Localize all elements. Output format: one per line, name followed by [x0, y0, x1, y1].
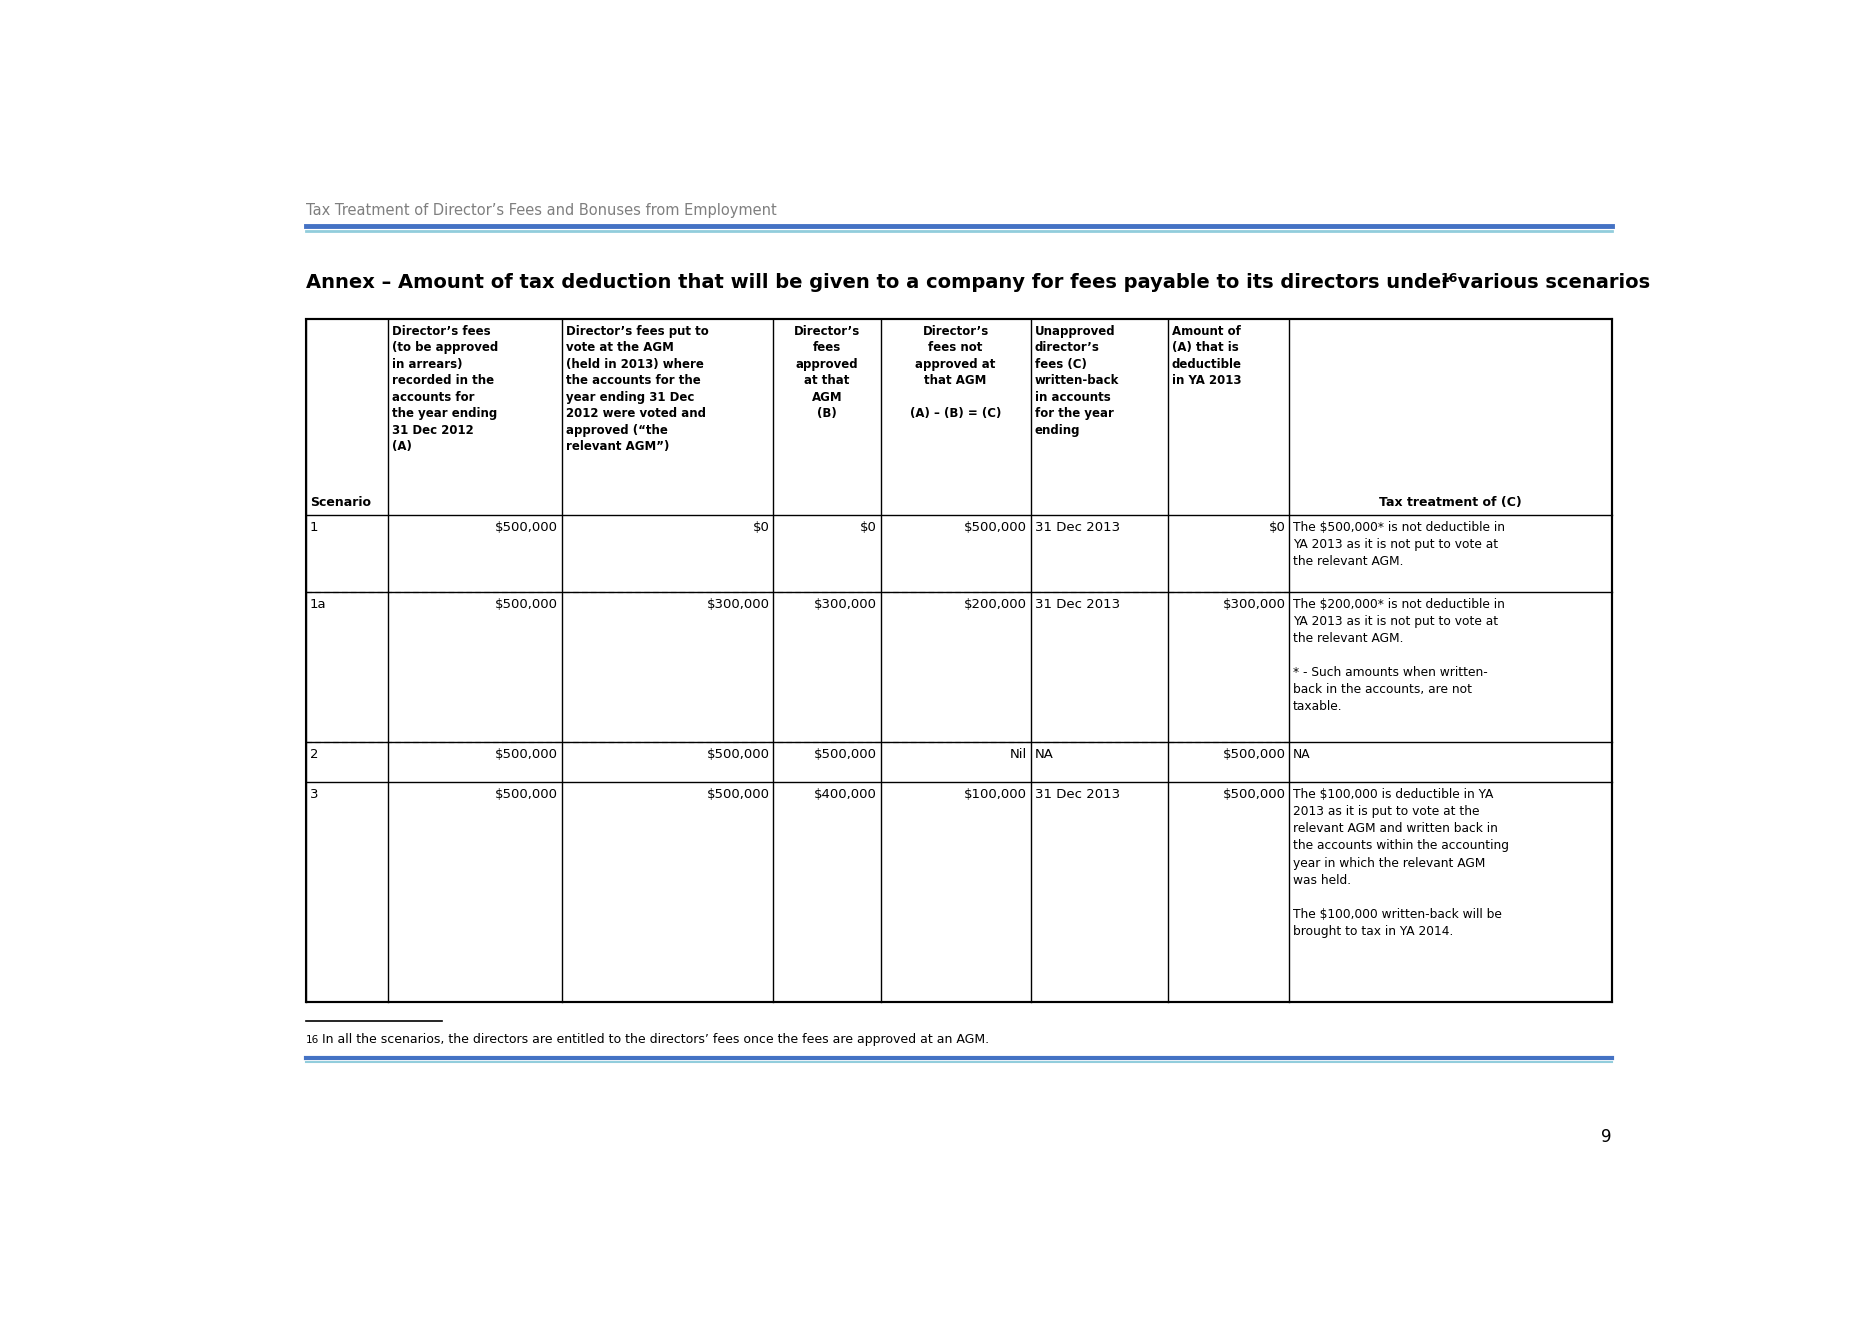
Text: $500,000: $500,000 — [814, 748, 877, 761]
Text: Annex – Amount of tax deduction that will be given to a company for fees payable: Annex – Amount of tax deduction that wil… — [307, 272, 1650, 292]
Text: The $200,000* is not deductible in
YA 2013 as it is not put to vote at
the relev: The $200,000* is not deductible in YA 20… — [1293, 599, 1504, 714]
Text: $500,000: $500,000 — [707, 748, 769, 761]
Text: $500,000: $500,000 — [1222, 748, 1285, 761]
Text: Tax Treatment of Director’s Fees and Bonuses from Employment: Tax Treatment of Director’s Fees and Bon… — [307, 204, 776, 218]
Text: Director’s
fees
approved
at that
AGM
(B): Director’s fees approved at that AGM (B) — [793, 325, 861, 420]
Text: $0: $0 — [752, 521, 769, 534]
Text: $500,000: $500,000 — [1222, 788, 1285, 801]
Text: 3: 3 — [311, 788, 318, 801]
Bar — [307, 319, 1611, 1002]
Text: The $100,000 is deductible in YA
2013 as it is put to vote at the
relevant AGM a: The $100,000 is deductible in YA 2013 as… — [1293, 788, 1510, 937]
Text: $400,000: $400,000 — [814, 788, 877, 801]
Text: $100,000: $100,000 — [964, 788, 1027, 801]
Text: The $500,000* is not deductible in
YA 2013 as it is not put to vote at
the relev: The $500,000* is not deductible in YA 20… — [1293, 521, 1504, 568]
Text: Amount of
(A) that is
deductible
in YA 2013: Amount of (A) that is deductible in YA 2… — [1171, 325, 1242, 387]
Text: 9: 9 — [1602, 1128, 1611, 1146]
Text: $500,000: $500,000 — [964, 521, 1027, 534]
Text: $300,000: $300,000 — [707, 599, 769, 611]
Text: Director’s
fees not
approved at
that AGM

(A) – (B) = (C): Director’s fees not approved at that AGM… — [909, 325, 1001, 420]
Text: 2: 2 — [311, 748, 318, 761]
Text: Tax treatment of (C): Tax treatment of (C) — [1379, 496, 1521, 509]
Text: $500,000: $500,000 — [496, 521, 558, 534]
Text: $500,000: $500,000 — [707, 788, 769, 801]
Text: In all the scenarios, the directors are entitled to the directors’ fees once the: In all the scenarios, the directors are … — [318, 1032, 990, 1046]
Text: 1: 1 — [311, 521, 318, 534]
Text: 1a: 1a — [311, 599, 326, 611]
Text: $500,000: $500,000 — [496, 748, 558, 761]
Text: Director’s fees put to
vote at the AGM
(held in 2013) where
the accounts for the: Director’s fees put to vote at the AGM (… — [565, 325, 709, 453]
Text: 16: 16 — [1441, 272, 1458, 284]
Text: 31 Dec 2013: 31 Dec 2013 — [1035, 521, 1119, 534]
Text: 16: 16 — [307, 1035, 320, 1044]
Text: Unapproved
director’s
fees (C)
written-back
in accounts
for the year
ending: Unapproved director’s fees (C) written-b… — [1035, 325, 1119, 438]
Text: $200,000: $200,000 — [964, 599, 1027, 611]
Text: $0: $0 — [861, 521, 877, 534]
Text: $500,000: $500,000 — [496, 788, 558, 801]
Text: Scenario: Scenario — [311, 496, 370, 509]
Text: $0: $0 — [1269, 521, 1285, 534]
Text: $300,000: $300,000 — [1222, 599, 1285, 611]
Text: Director’s fees
(to be approved
in arrears)
recorded in the
accounts for
the yea: Director’s fees (to be approved in arrea… — [393, 325, 498, 453]
Text: $300,000: $300,000 — [814, 599, 877, 611]
Text: NA: NA — [1293, 748, 1312, 761]
Text: Nil: Nil — [1010, 748, 1027, 761]
Text: 31 Dec 2013: 31 Dec 2013 — [1035, 599, 1119, 611]
Text: 31 Dec 2013: 31 Dec 2013 — [1035, 788, 1119, 801]
Text: NA: NA — [1035, 748, 1053, 761]
Text: $500,000: $500,000 — [496, 599, 558, 611]
